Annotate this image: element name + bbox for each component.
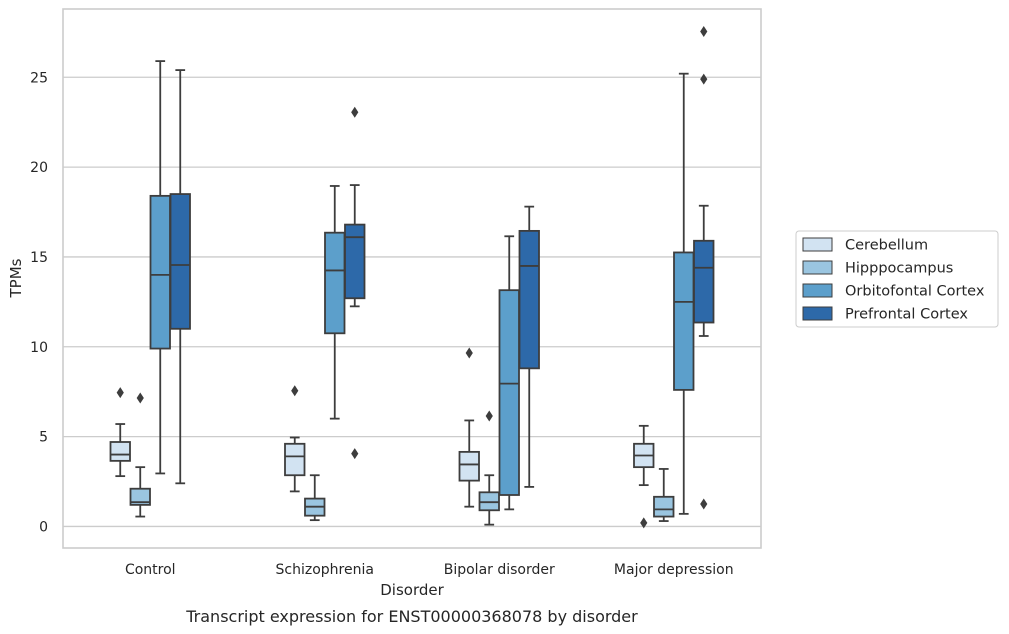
y-tick-label: 5: [39, 430, 48, 446]
box-body: [518, 229, 540, 370]
outlier-point: [700, 498, 708, 510]
x-tick-labels: Control Schizophrenia Bipolar disorder Majo…: [125, 562, 734, 578]
outlier-point: [485, 410, 493, 422]
box-prefrontal-cortex: [169, 69, 191, 485]
y-tick-label: 10: [30, 340, 48, 356]
box-prefrontal-cortex: [518, 205, 540, 488]
box-body: [324, 231, 346, 335]
box-body: [653, 495, 675, 518]
legend-label: Prefrontal Cortex: [845, 307, 968, 323]
outlier-point: [351, 106, 359, 118]
legend-swatch: [802, 306, 833, 321]
legend-label: Orbitofontal Cortex: [845, 284, 985, 300]
plot-frame: [62, 8, 762, 549]
outlier-point: [116, 387, 124, 399]
outlier-point: [351, 448, 359, 460]
legend-label: Hipppocampus: [845, 261, 953, 277]
box-prefrontal-cortex: [344, 106, 366, 460]
box-body: [458, 450, 480, 482]
box-orbitofontal-cortex: [149, 60, 171, 475]
box-body: [673, 251, 695, 391]
legend-frame: [795, 230, 999, 328]
box-cerebellum: [633, 424, 655, 529]
legend-swatch: [802, 260, 833, 275]
box-body: [129, 487, 151, 506]
y-tick-label: 20: [30, 160, 48, 176]
outlier-point: [700, 25, 708, 37]
x-axis-label: Disorder: [380, 581, 444, 599]
box-layer: [109, 25, 715, 529]
legend: Cerebellum Hipppocampus Orbitofontal Corte…: [795, 230, 999, 328]
y-tick-label: 15: [30, 250, 48, 266]
outlier-point: [640, 517, 648, 529]
box-body: [498, 289, 520, 496]
box-orbitofontal-cortex: [498, 235, 520, 511]
box-prefrontal-cortex: [693, 25, 715, 510]
x-tick-label: Control: [125, 562, 176, 578]
figure-caption: Transcript expression for ENST0000036807…: [185, 607, 638, 626]
box-body: [169, 193, 191, 330]
outlier-point: [700, 73, 708, 85]
box-body: [344, 223, 366, 300]
legend-label: Cerebellum: [845, 238, 928, 254]
box-cerebellum: [109, 387, 131, 478]
box-hipppocampus: [653, 468, 675, 522]
y-tick-label: 0: [39, 519, 48, 535]
box-body: [284, 442, 306, 477]
box-orbitofontal-cortex: [673, 72, 695, 515]
y-tick-label: 25: [30, 70, 48, 86]
outlier-point: [465, 347, 473, 359]
x-tick-label: Bipolar disorder: [444, 562, 555, 578]
y-axis-label: TPMs: [7, 258, 25, 298]
box-body: [149, 194, 171, 350]
x-tick-label: Schizophrenia: [276, 562, 374, 578]
x-tick-label: Major depression: [614, 562, 734, 578]
outlier-point: [136, 392, 144, 404]
box-hipppocampus: [129, 392, 151, 518]
outlier-point: [291, 385, 299, 397]
y-tick-labels: 0 5 10 15 20 25: [30, 70, 48, 535]
box-hipppocampus: [478, 410, 500, 526]
box-orbitofontal-cortex: [324, 185, 346, 420]
box-body: [693, 239, 715, 324]
box-hipppocampus: [304, 474, 326, 522]
box-cerebellum: [284, 385, 306, 493]
legend-swatch: [802, 237, 833, 252]
legend-swatch: [802, 283, 833, 298]
box-body: [109, 441, 131, 462]
box-cerebellum: [458, 347, 480, 508]
